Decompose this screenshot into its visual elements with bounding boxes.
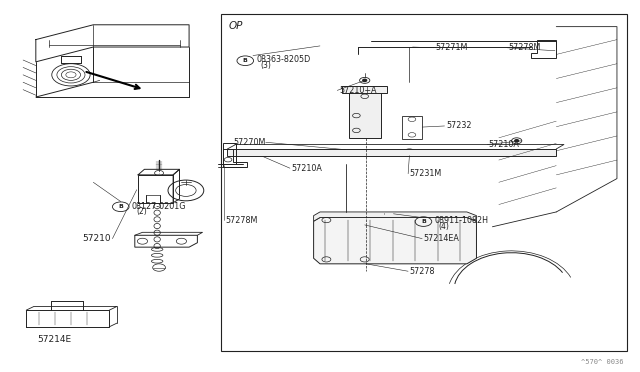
Text: 57271M: 57271M: [435, 43, 467, 52]
Polygon shape: [314, 218, 476, 264]
Text: 57232: 57232: [447, 122, 472, 131]
Text: 57210A: 57210A: [291, 164, 322, 173]
Text: 57214EA: 57214EA: [424, 234, 460, 243]
Text: 08127-0201G: 08127-0201G: [132, 202, 186, 211]
Text: OP: OP: [228, 21, 243, 31]
Text: (4): (4): [439, 221, 450, 231]
Text: 57278: 57278: [410, 267, 435, 276]
Text: 57278M: 57278M: [225, 216, 258, 225]
Text: (2): (2): [137, 208, 147, 217]
Text: 57210A: 57210A: [488, 140, 520, 149]
Text: 57231M: 57231M: [410, 169, 442, 178]
Polygon shape: [342, 86, 387, 93]
Text: 08363-8205D: 08363-8205D: [256, 55, 310, 64]
Text: (3): (3): [260, 61, 271, 70]
Text: B: B: [118, 204, 123, 209]
Polygon shape: [227, 149, 556, 156]
Polygon shape: [349, 88, 381, 138]
Circle shape: [515, 140, 518, 142]
Circle shape: [379, 215, 387, 220]
Polygon shape: [314, 212, 476, 221]
Text: 57270M: 57270M: [234, 138, 266, 147]
Bar: [221, 14, 627, 351]
Text: B: B: [243, 58, 248, 63]
Text: ^570^ 0036: ^570^ 0036: [581, 359, 623, 365]
Text: 57210+A: 57210+A: [339, 86, 377, 95]
Text: B: B: [421, 219, 426, 224]
Text: 57214E: 57214E: [37, 335, 72, 344]
Text: 57278M: 57278M: [508, 43, 541, 52]
Text: 08911-1082H: 08911-1082H: [435, 217, 488, 225]
Circle shape: [363, 79, 367, 81]
Text: 57210: 57210: [82, 234, 111, 243]
